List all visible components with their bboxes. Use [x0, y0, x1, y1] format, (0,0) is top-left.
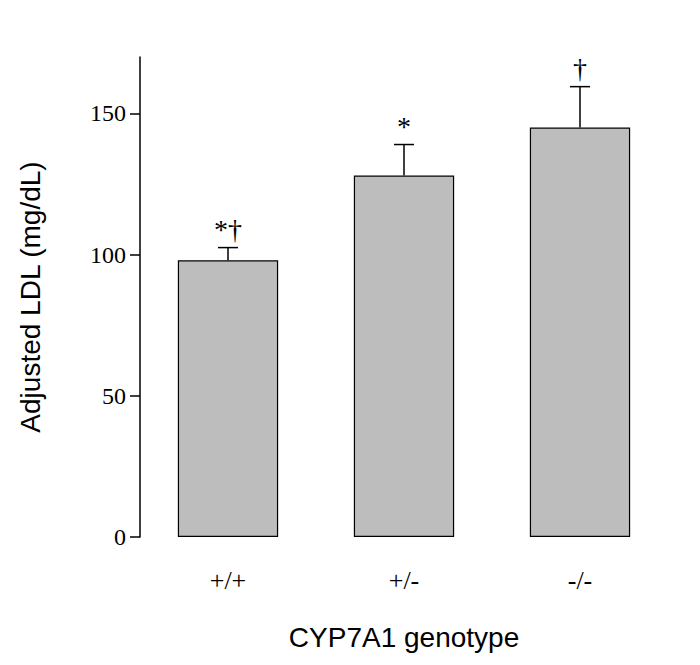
svg-text:50: 50 — [102, 383, 126, 409]
svg-text:*†: *† — [214, 214, 242, 245]
svg-text:†: † — [573, 53, 587, 84]
svg-text:CYP7A1 genotype: CYP7A1 genotype — [289, 622, 519, 653]
svg-text:0: 0 — [114, 524, 126, 550]
svg-text:150: 150 — [90, 100, 126, 126]
svg-text:+/-: +/- — [389, 566, 420, 595]
svg-text:100: 100 — [90, 242, 126, 268]
svg-text:+/+: +/+ — [210, 566, 247, 595]
svg-text:-/-: -/- — [568, 566, 593, 595]
svg-text:*: * — [397, 111, 411, 142]
svg-text:Adjusted LDL (mg/dL): Adjusted LDL (mg/dL) — [15, 161, 46, 432]
